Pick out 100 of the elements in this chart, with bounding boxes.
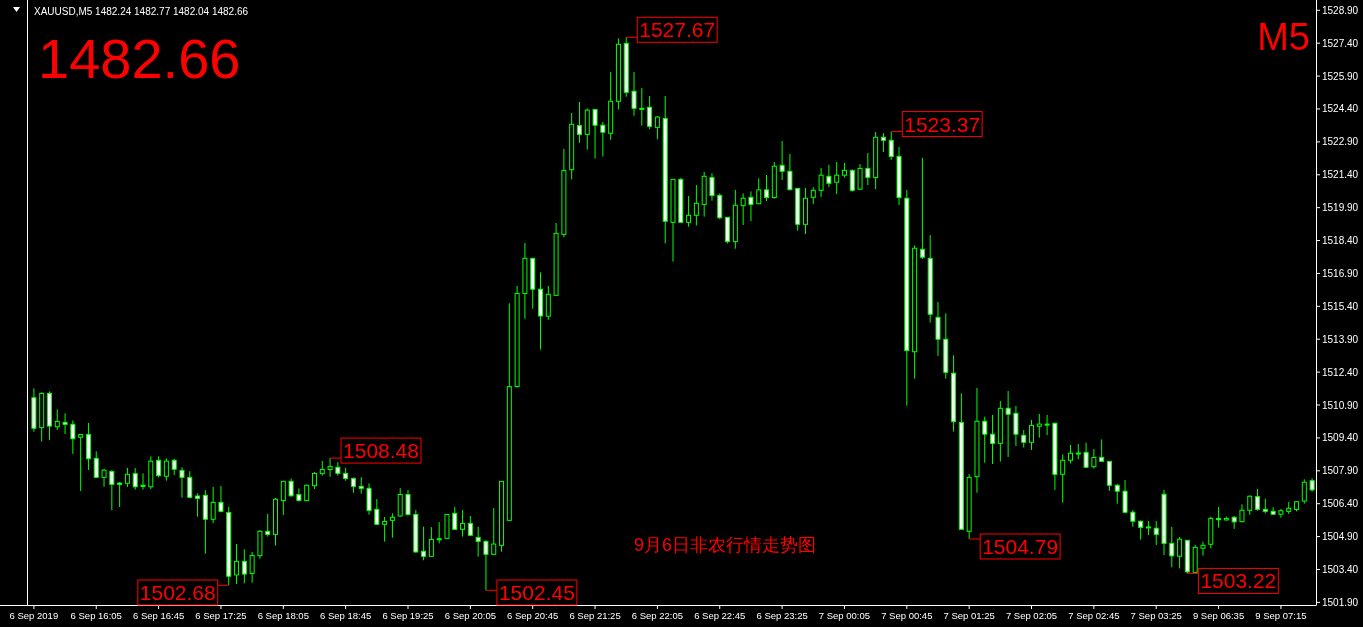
candlestick [241, 548, 247, 584]
candlestick [249, 551, 255, 584]
candlestick [405, 489, 411, 517]
y-tick-label: 1525.90 [1322, 70, 1359, 82]
x-tick-label: 6 Sep 22:05 [631, 610, 684, 621]
candlestick [140, 472, 146, 491]
y-tick-label: 1518.40 [1322, 235, 1359, 247]
candlestick [335, 461, 341, 477]
candlestick [740, 192, 746, 226]
candlestick [101, 468, 107, 488]
candlestick [54, 408, 60, 431]
candlestick [919, 157, 925, 260]
candlestick [779, 140, 785, 181]
x-tick-label: 7 Sep 01:25 [943, 610, 995, 621]
candlestick [288, 477, 294, 498]
candlestick [717, 192, 723, 220]
text: XAUUSD,M5 1482.24 1482.77 1482.04 1482.66 [34, 6, 249, 17]
candlestick [1029, 419, 1035, 451]
candlestick [709, 172, 715, 202]
candlestick [654, 115, 660, 140]
candlestick [132, 467, 138, 491]
annotation: 1508.48 [343, 439, 419, 463]
candlestick [444, 513, 450, 540]
annotation: 1523.37 [904, 112, 981, 136]
y-tick-label: 1504.90 [1322, 531, 1359, 543]
candlestick [296, 487, 302, 503]
candlestick [764, 174, 770, 202]
candlestick [982, 416, 988, 464]
candlestick [1177, 536, 1183, 569]
y-tick-label: 1503.40 [1322, 563, 1359, 575]
x-tick-label: 6 Sep 22:45 [694, 610, 746, 621]
candlestick [234, 543, 240, 585]
y-tick-label: 1512.40 [1322, 366, 1359, 378]
candlestick [849, 168, 855, 193]
candlestick [1036, 413, 1042, 439]
candlestick [156, 455, 162, 478]
y-tick-label: 1515.40 [1322, 300, 1359, 312]
candlestick [545, 285, 551, 321]
candlestick [647, 95, 653, 130]
x-tick-label: 7 Sep 00:45 [881, 610, 933, 621]
x-tick-label: 7 Sep 00:05 [818, 610, 871, 621]
candlestick [109, 469, 115, 511]
candlestick [397, 487, 403, 518]
annotation: 1502.45 [498, 581, 575, 604]
candlestick [1169, 526, 1175, 568]
candlestick [826, 164, 832, 188]
x-tick-label: 6 Sep 20:45 [507, 610, 559, 621]
x-tick-label: 6 Sep 21:25 [569, 610, 621, 621]
y-tick-label: 1524.40 [1322, 103, 1359, 115]
candlestick [389, 512, 395, 539]
candlestick [639, 87, 645, 127]
x-tick-label: 6 Sep 23:25 [756, 610, 808, 621]
annotation: 1527.67 [639, 18, 716, 42]
x-tick-label: 6 Sep 20:05 [444, 610, 496, 621]
candlestick [1270, 506, 1276, 516]
candlestick [1083, 442, 1089, 469]
annotation: 9月6日非农行情走势图 [633, 535, 817, 555]
candlestick [483, 539, 489, 591]
x-tick-label: 6 Sep 18:05 [257, 610, 309, 621]
candlestick [421, 526, 427, 561]
candlestick [818, 167, 824, 198]
x-tick-label: 6 Sep 16:45 [132, 610, 185, 621]
candlestick [202, 489, 208, 555]
candlestick [382, 516, 388, 543]
candlestick [756, 177, 762, 205]
candlestick [93, 450, 99, 478]
candlestick [880, 132, 886, 153]
candlestick [990, 414, 996, 465]
candlestick [195, 492, 201, 518]
y-tick-label: 1516.90 [1322, 267, 1359, 279]
annotation: 1504.79 [982, 535, 1059, 558]
candlestick [631, 71, 637, 117]
candlestick [935, 301, 941, 357]
annotation: M5 [1257, 16, 1310, 58]
candlestick [1091, 448, 1097, 470]
y-tick-label: 1522.90 [1322, 136, 1359, 148]
candlestick [218, 485, 224, 513]
candlestick [374, 498, 380, 526]
candlestick [1301, 478, 1307, 505]
x-tick-label: 6 Sep 17:25 [195, 610, 247, 621]
candlestick [62, 412, 68, 435]
annotation: 1503.22 [1200, 569, 1277, 593]
candlestick [436, 521, 442, 544]
y-tick-label: 1501.90 [1322, 596, 1359, 608]
candlestick [327, 457, 333, 478]
candlestick [1216, 506, 1222, 529]
candlestick [1067, 444, 1073, 464]
y-tick-label: 1527.40 [1322, 37, 1359, 49]
x-tick-label: 7 Sep 02:05 [1005, 610, 1058, 621]
candlestick [1005, 390, 1011, 458]
candlestick [1044, 414, 1050, 436]
candlestick [1255, 488, 1261, 512]
candlestick [428, 526, 434, 558]
candlestick [686, 195, 692, 228]
candlestick [265, 513, 271, 538]
candlestick [1200, 541, 1206, 557]
candlestick [78, 433, 84, 492]
x-tick-label: 7 Sep 02:45 [1068, 610, 1120, 621]
candlestick [576, 101, 582, 144]
candlestick [748, 190, 754, 222]
